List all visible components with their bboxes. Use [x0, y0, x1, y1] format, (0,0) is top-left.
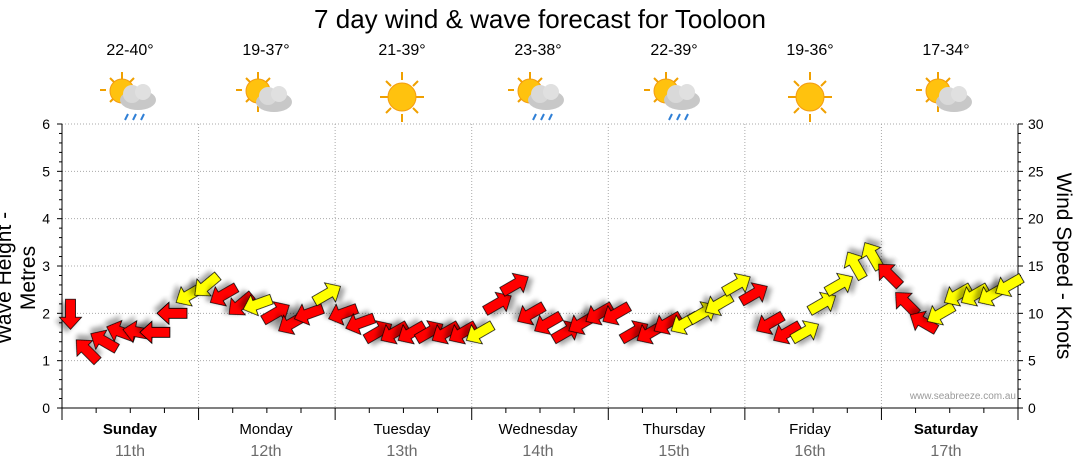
- sun-cloud-icon: [236, 72, 292, 112]
- day-label-monday: Monday: [239, 421, 293, 438]
- wind-arrow: [721, 272, 751, 297]
- source-credit: www.seabreeze.com.au: [909, 391, 1016, 402]
- day-label-saturday: Saturday: [913, 421, 979, 438]
- sun-icon: [788, 72, 832, 122]
- date-label-saturday: 17th: [930, 443, 962, 460]
- wind-arrow: [895, 292, 922, 318]
- y-tick-label-left: 1: [42, 353, 50, 369]
- day-label-thursday: Thursday: [642, 421, 706, 438]
- y-tick-label-right: 25: [1028, 163, 1044, 179]
- date-label-monday: 12th: [250, 443, 282, 460]
- y-tick-label-right: 5: [1028, 353, 1036, 369]
- y-tick-label-left: 3: [42, 258, 50, 274]
- date-label-friday: 16th: [794, 443, 826, 460]
- y-tick-label-left: 0: [42, 400, 50, 416]
- wind-arrow: [242, 293, 274, 317]
- chart-title: 7 day wind & wave forecast for Tooloon: [314, 4, 766, 34]
- wind-arrow: [328, 303, 360, 326]
- day-label-friday: Friday: [789, 421, 831, 438]
- wind-arrow: [58, 298, 83, 330]
- temp-range-friday: 19-36°: [786, 42, 834, 59]
- date-label-thursday: 15th: [658, 443, 690, 460]
- wind-arrow: [995, 273, 1025, 298]
- wind-arrow: [90, 329, 120, 354]
- wind-arrow: [499, 272, 529, 297]
- temp-range-thursday: 22-39°: [650, 42, 698, 59]
- wind-arrow: [482, 291, 512, 316]
- wind-arrow: [878, 263, 905, 290]
- wind-arrow: [75, 339, 102, 366]
- wind-arrow: [843, 251, 868, 282]
- sun-cloud-rain-icon: [508, 72, 564, 121]
- sun-cloud-rain-icon: [644, 72, 700, 121]
- wind-arrow: [534, 310, 564, 335]
- wind-arrow: [345, 312, 377, 336]
- axes: [61, 124, 1019, 420]
- y-tick-label-right: 15: [1028, 258, 1044, 274]
- sun-icon: [380, 72, 424, 122]
- wind-arrow: [139, 320, 171, 345]
- temp-range-tuesday: 21-39°: [378, 42, 426, 59]
- wind-arrow: [773, 320, 803, 345]
- wind-arrow: [517, 301, 547, 326]
- y-tick-label-right: 20: [1028, 211, 1044, 227]
- date-label-sunday: 11th: [115, 443, 145, 460]
- y-tick-label-left: 2: [42, 305, 50, 321]
- wind-arrow: [806, 291, 837, 316]
- temp-range-saturday: 17-34°: [922, 42, 970, 59]
- y-tick-label-right: 10: [1028, 305, 1044, 321]
- sun-cloud-icon: [916, 72, 972, 112]
- wind-arrow: [194, 271, 222, 297]
- date-label-wednesday: 14th: [522, 443, 554, 460]
- temp-range-monday: 19-37°: [242, 42, 290, 59]
- wind-arrow: [260, 301, 290, 326]
- wind-arrow: [738, 282, 768, 307]
- date-label-tuesday: 13th: [386, 443, 418, 460]
- y-ticks-left: 0 1 2 3 4 5 6: [42, 116, 62, 416]
- wind-arrow: [311, 282, 341, 307]
- wind-arrow: [756, 310, 786, 335]
- y-tick-label-left: 5: [42, 163, 50, 179]
- temp-range-wednesday: 23-38°: [514, 42, 562, 59]
- wind-arrow: [909, 310, 940, 335]
- wind-arrow: [397, 320, 428, 345]
- wind-arrow: [465, 320, 496, 345]
- wind-arrow: [228, 290, 256, 316]
- day-label-wednesday: Wednesday: [498, 421, 578, 438]
- y-tick-label-left: 4: [42, 211, 50, 227]
- y-tick-label-right: 30: [1028, 116, 1044, 132]
- day-label-tuesday: Tuesday: [373, 421, 431, 438]
- sun-cloud-rain-icon: [100, 72, 156, 121]
- wind-arrow: [823, 272, 854, 297]
- wind-arrow: [602, 301, 632, 326]
- y-tick-label-left: 6: [42, 116, 50, 132]
- y-tick-label-right: 0: [1028, 400, 1036, 416]
- temp-range-sunday: 22-40°: [106, 42, 154, 59]
- wind-arrow: [789, 320, 819, 345]
- wind-arrows: [58, 242, 1025, 366]
- wind-arrow: [156, 301, 188, 326]
- wind-arrow: [209, 282, 240, 307]
- day-label-sunday: Sunday: [102, 421, 158, 438]
- y-ticks-right: 0 5 10 15 20 25 30: [1018, 116, 1044, 416]
